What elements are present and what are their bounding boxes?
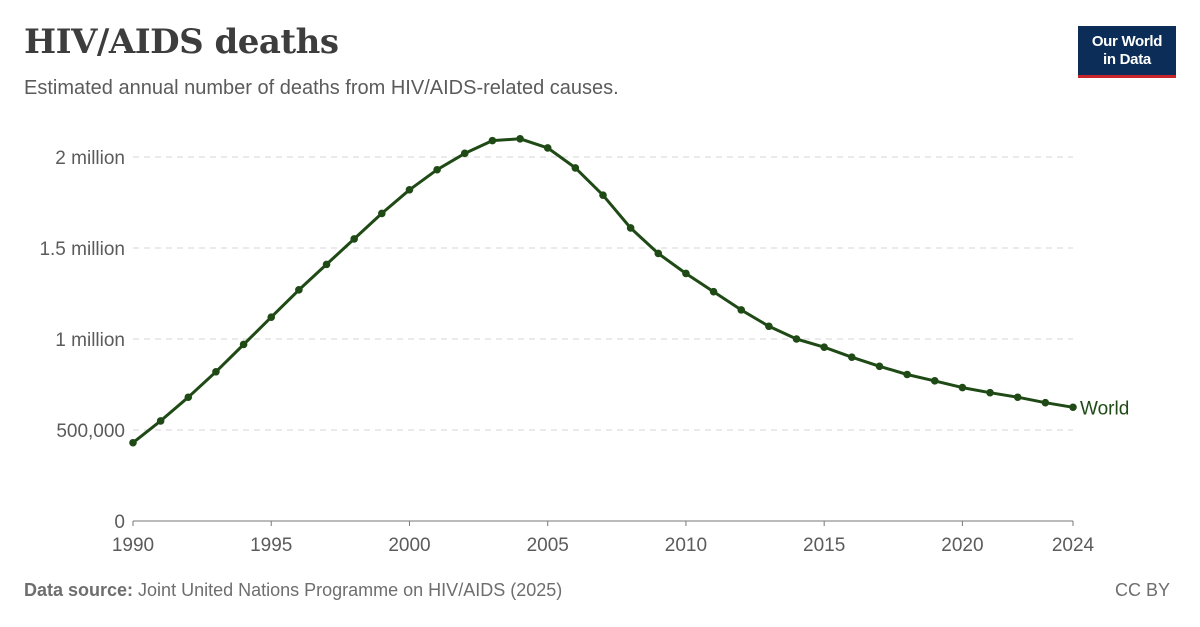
data-source-note: Data source: Joint United Nations Progra… — [24, 580, 562, 601]
data-point — [1069, 403, 1077, 412]
data-point — [654, 249, 663, 258]
data-point — [378, 209, 386, 218]
data-point — [820, 343, 828, 351]
data-point — [765, 322, 773, 331]
data-point — [930, 377, 939, 385]
data-point — [599, 191, 607, 200]
logo-line-1: Our World — [1091, 32, 1163, 50]
series-line — [132, 137, 1074, 444]
data-source-text: Joint United Nations Programme on HIV/AI… — [133, 580, 563, 600]
data-point — [184, 393, 193, 402]
license-link[interactable]: CC BY — [1114, 580, 1170, 600]
x-tick-label: 2024 — [1052, 535, 1095, 556]
data-point — [986, 388, 994, 397]
data-point — [129, 438, 137, 447]
x-tick-label: 2000 — [388, 535, 430, 556]
gridlines — [133, 156, 1073, 431]
data-points — [129, 135, 1077, 447]
y-tick-label: 1 million — [55, 330, 125, 351]
data-point — [543, 144, 552, 152]
x-tick-label: 1995 — [250, 535, 292, 556]
chart-subtitle: Estimated annual number of deaths from H… — [24, 77, 619, 99]
data-point — [433, 165, 441, 174]
y-tick-label: 500,000 — [56, 421, 125, 442]
data-point — [212, 367, 220, 376]
data-point — [156, 417, 165, 425]
data-point — [737, 306, 746, 314]
data-point — [405, 185, 414, 194]
x-tick-label: 2015 — [803, 535, 845, 556]
series-label-world: World — [1080, 398, 1129, 419]
data-point — [516, 135, 524, 143]
y-tick-label: 2 million — [55, 148, 125, 169]
data-point — [848, 353, 856, 362]
x-tick-label: 1990 — [112, 535, 154, 556]
x-tick-label: 2010 — [665, 535, 707, 556]
data-point — [571, 164, 580, 172]
y-tick-label: 1.5 million — [39, 239, 125, 260]
series-world: World — [132, 137, 1129, 444]
data-point — [682, 269, 690, 278]
data-point — [1041, 398, 1050, 407]
x-tick-label: 2020 — [941, 535, 983, 556]
data-point — [460, 149, 469, 158]
data-point — [1013, 393, 1022, 402]
data-point — [239, 340, 248, 349]
data-source-label: Data source: — [24, 580, 134, 600]
axes: 0 500,000 1 million 1.5 million 2 million 199… — [39, 148, 1094, 556]
owid-logo[interactable]: Our World in Data — [1078, 26, 1176, 78]
data-point — [709, 287, 718, 296]
data-point — [903, 370, 911, 379]
data-point — [792, 335, 801, 343]
x-tick-label: 2005 — [527, 535, 569, 556]
logo-line-2: in Data — [1103, 50, 1151, 68]
data-point — [350, 235, 358, 243]
y-tick-label: 0 — [114, 512, 125, 533]
data-point — [488, 136, 497, 145]
data-point — [295, 286, 303, 294]
data-point — [267, 313, 276, 321]
data-point — [322, 260, 331, 269]
data-point — [875, 362, 884, 371]
data-point — [626, 224, 635, 232]
data-point — [958, 383, 967, 392]
chart-title: HIV/AIDS deaths — [24, 22, 339, 62]
